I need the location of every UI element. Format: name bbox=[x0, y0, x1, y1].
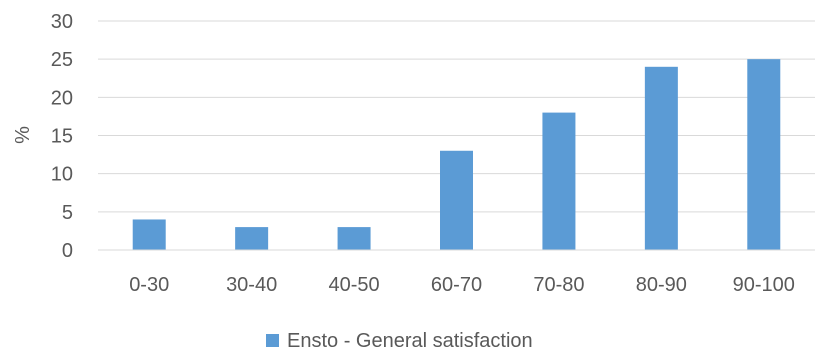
x-tick-label: 70-80 bbox=[533, 274, 584, 296]
x-tick-label: 80-90 bbox=[636, 274, 687, 296]
legend: Ensto - General satisfaction bbox=[266, 330, 533, 352]
gridlines bbox=[98, 20, 815, 213]
y-tick-label: 0 bbox=[62, 240, 73, 262]
x-tick-label: 40-50 bbox=[328, 274, 379, 296]
bar bbox=[337, 227, 371, 250]
y-axis-label: % bbox=[12, 126, 34, 144]
x-tick-label: 30-40 bbox=[226, 274, 277, 296]
y-tick-label: 25 bbox=[51, 49, 73, 71]
bar bbox=[440, 150, 473, 250]
y-tick-label: 15 bbox=[51, 126, 73, 148]
x-tick-label: 90-100 bbox=[733, 274, 795, 296]
legend-label: Ensto - General satisfaction bbox=[287, 330, 533, 352]
bar bbox=[235, 227, 269, 250]
x-tick-label: 60-70 bbox=[431, 274, 482, 296]
bars bbox=[132, 59, 781, 250]
bar bbox=[132, 219, 166, 250]
x-tick-label: 0-30 bbox=[129, 274, 169, 296]
y-axis-ticks: 0 5 10 15 20 25 30 bbox=[51, 11, 73, 262]
y-tick-label: 5 bbox=[62, 202, 73, 224]
bar bbox=[747, 59, 781, 250]
legend-swatch bbox=[266, 334, 279, 347]
bar bbox=[542, 112, 576, 250]
bar bbox=[644, 66, 678, 250]
x-axis-ticks: 0-30 30-40 40-50 60-70 70-80 80-90 90-100 bbox=[129, 274, 795, 296]
y-tick-label: 10 bbox=[51, 164, 73, 186]
y-tick-label: 20 bbox=[51, 87, 73, 109]
y-tick-label: 30 bbox=[51, 11, 73, 33]
